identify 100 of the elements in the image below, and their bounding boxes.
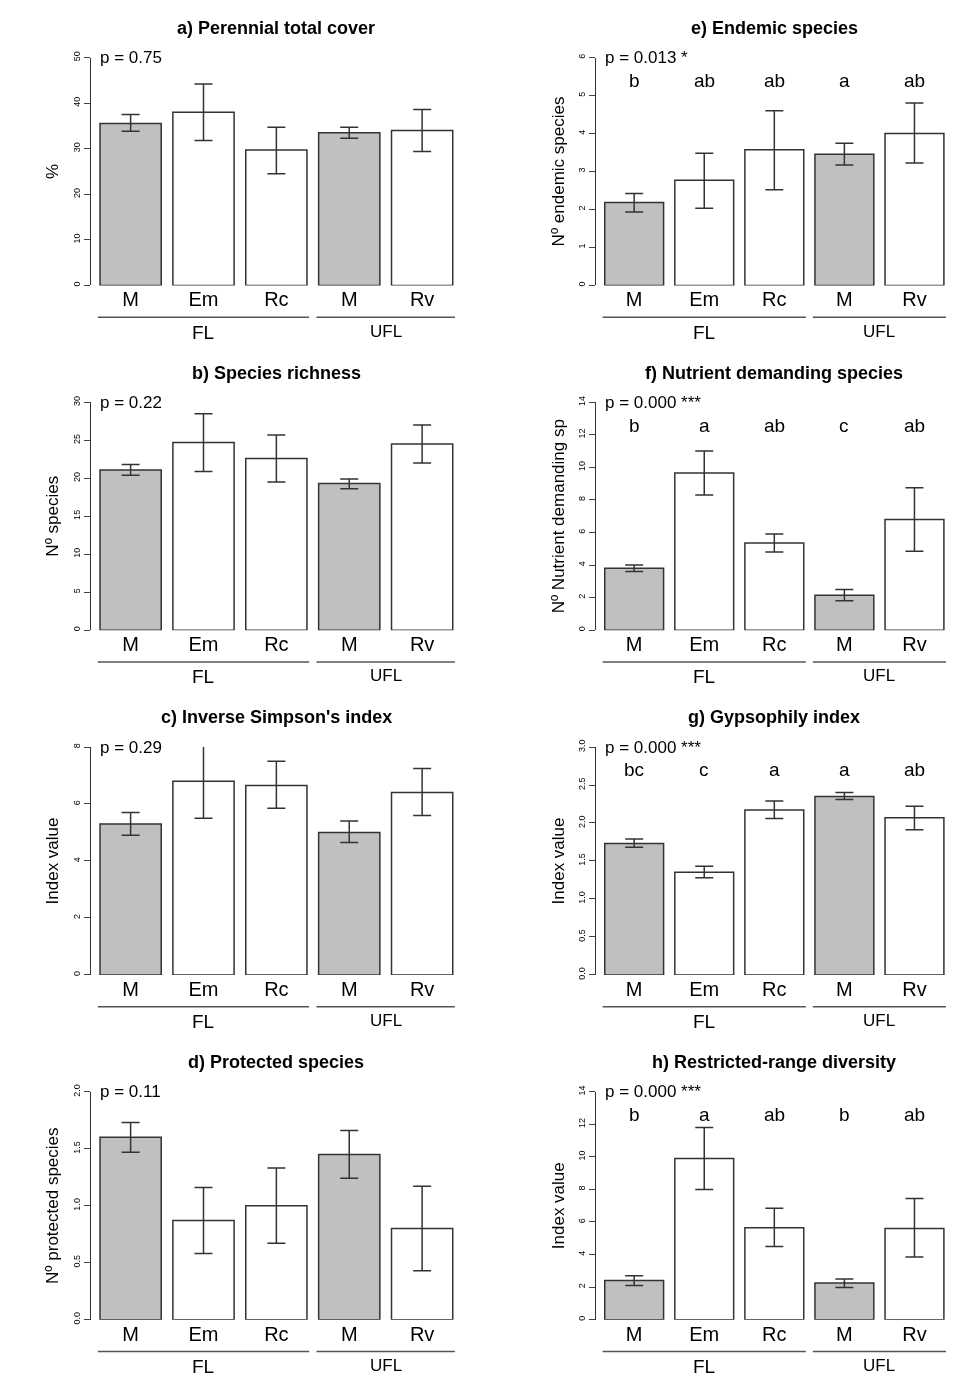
bar	[317, 482, 381, 631]
y-tick-label: 1.5	[577, 853, 588, 866]
y-tick-label: 6	[577, 1218, 588, 1224]
annotation: p = 0.000 ***	[605, 393, 702, 412]
x-tick-label: M	[625, 1322, 643, 1345]
y-tick-label: 0	[577, 281, 588, 287]
annotation: a	[769, 759, 780, 780]
annotation: ab	[764, 1104, 786, 1125]
annotation: a	[839, 70, 850, 91]
annotation: ab	[904, 1104, 926, 1125]
annotation: a	[839, 759, 850, 780]
y-tick-label: 0	[71, 971, 82, 977]
text: FL	[192, 322, 215, 343]
x-tick-label: M	[836, 1322, 853, 1345]
annotation: p = 0.29	[100, 738, 162, 757]
chart-title: g) Gypsophily index	[688, 707, 861, 727]
y-axis-title: Index value	[43, 817, 63, 905]
x-tick-label: Rc	[264, 288, 289, 311]
x-tick-label: Rc	[762, 1322, 787, 1345]
text: UFL	[863, 666, 896, 685]
y-tick-label: 14	[577, 395, 588, 406]
annotation: b	[839, 1104, 850, 1125]
y-tick-label: 2	[577, 1283, 588, 1289]
y-tick-label: 8	[71, 743, 82, 749]
y-tick-label: 2.5	[577, 777, 588, 790]
text: FL	[192, 1011, 215, 1032]
x-tick-label: Rv	[409, 1322, 435, 1345]
annotation: b	[629, 1104, 640, 1125]
annotation: bc	[624, 759, 645, 780]
x-tick-label: Rv	[902, 977, 927, 1000]
y-tick-label: 6	[71, 800, 82, 806]
bar	[603, 1279, 665, 1320]
text: FL	[693, 666, 716, 687]
annotation: p = 0.75	[100, 48, 162, 67]
annotation: p = 0.000 ***	[605, 1082, 702, 1101]
y-tick-label: 10	[71, 233, 82, 244]
x-tick-label: Em	[689, 977, 720, 1000]
y-tick-label: 8	[577, 1185, 588, 1191]
y-tick-label: 30	[71, 142, 82, 153]
y-tick-label: 12	[577, 1117, 588, 1128]
y-tick-label: 20	[71, 187, 82, 198]
y-tick-label: 3.0	[577, 739, 588, 752]
bar	[814, 1282, 875, 1320]
text: UFL	[370, 322, 403, 341]
text: UFL	[370, 1011, 403, 1030]
x-tick-label: Rv	[902, 633, 927, 656]
annotation: ab	[764, 70, 786, 91]
y-tick-label: 0.0	[71, 1312, 82, 1325]
annotation: ab	[694, 70, 716, 91]
text: FL	[192, 666, 215, 687]
y-tick-label: 8	[577, 496, 588, 502]
x-tick-label: M	[836, 977, 853, 1000]
annotation: c	[699, 759, 709, 780]
chart-title: d) Protected species	[188, 1052, 365, 1072]
bar	[814, 795, 875, 975]
annotation: b	[629, 415, 640, 436]
x-tick-label: M	[340, 633, 358, 656]
chart-title: e) Endemic species	[691, 18, 859, 38]
y-tick-label: 10	[577, 1150, 588, 1161]
y-tick-label: 25	[71, 433, 82, 444]
y-tick-label: 0.5	[71, 1255, 82, 1268]
y-tick-label: 1.0	[577, 891, 588, 904]
text: UFL	[863, 322, 896, 341]
x-tick-label: Rc	[264, 1322, 289, 1345]
x-tick-label: Rv	[409, 288, 435, 311]
x-tick-label: Rv	[409, 977, 435, 1000]
x-tick-label: Em	[188, 633, 219, 656]
y-tick-label: 2	[577, 593, 588, 599]
text: FL	[693, 1011, 716, 1032]
y-tick-label: 0.0	[577, 967, 588, 980]
y-tick-label: 0	[577, 1315, 588, 1321]
annotation: p = 0.22	[100, 393, 162, 412]
y-tick-label: 10	[71, 547, 82, 558]
x-tick-label: Rv	[409, 633, 435, 656]
y-tick-label: 1.0	[71, 1198, 82, 1211]
x-tick-label: M	[340, 288, 358, 311]
x-tick-label: M	[340, 1322, 358, 1345]
x-tick-label: Em	[689, 1322, 720, 1345]
y-tick-label: 4	[71, 857, 82, 863]
x-tick-label: Rc	[264, 633, 289, 656]
x-tick-label: M	[625, 977, 643, 1000]
y-tick-label: 2	[71, 914, 82, 920]
annotation: ab	[904, 415, 926, 436]
y-tick-label: 20	[71, 471, 82, 482]
y-tick-label: 5	[71, 588, 82, 594]
x-tick-label: M	[122, 633, 139, 656]
x-tick-label: Rv	[902, 1322, 927, 1345]
x-tick-label: Rc	[762, 977, 787, 1000]
y-tick-label: 3	[577, 167, 588, 173]
annotation: a	[699, 1104, 710, 1125]
y-tick-label: 6	[577, 53, 588, 59]
y-tick-label: 1.5	[71, 1141, 82, 1154]
text: FL	[192, 1356, 215, 1377]
chart-title: c) Inverse Simpson's index	[161, 707, 393, 727]
y-tick-label: 0.5	[577, 929, 588, 942]
text: UFL	[863, 1011, 896, 1030]
y-tick-label: 40	[71, 96, 82, 107]
bar	[603, 842, 665, 975]
x-tick-label: Em	[188, 1322, 219, 1345]
text: FL	[693, 322, 716, 343]
